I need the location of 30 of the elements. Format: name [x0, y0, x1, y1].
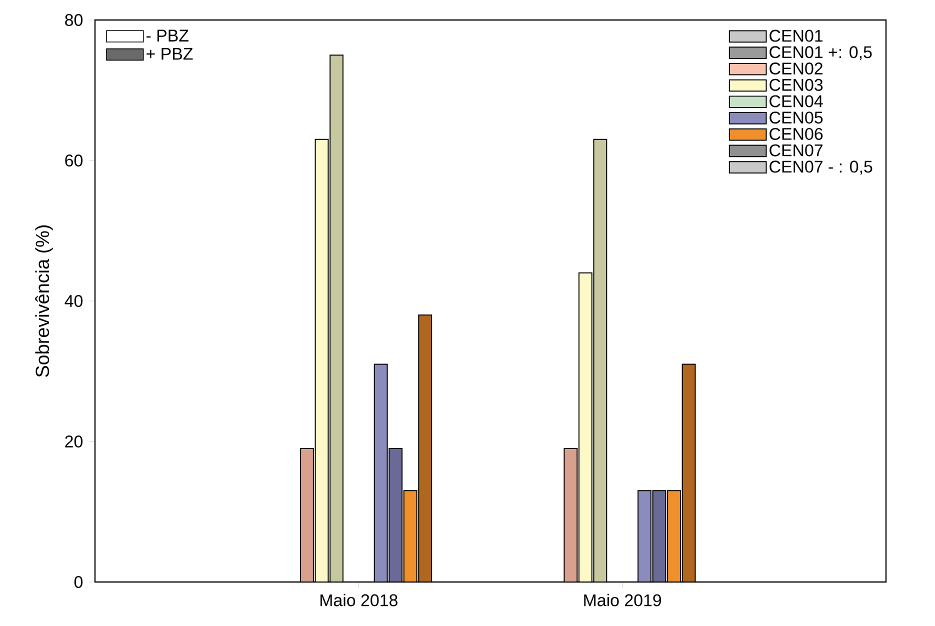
legend-label: CEN02	[770, 62, 822, 75]
bar	[300, 448, 314, 582]
legend-label: + PBZ	[146, 48, 193, 60]
bar	[638, 490, 652, 582]
bar	[578, 272, 592, 582]
legend-label: CEN05	[770, 112, 823, 124]
bar	[564, 448, 578, 582]
bar	[330, 54, 344, 582]
y-tick-label: 40	[64, 295, 83, 308]
legend-label: - PBZ	[146, 30, 188, 42]
y-tick-label: 20	[65, 436, 83, 448]
y-tick-label: 60	[65, 154, 83, 167]
y-axis-title: Sobrevivência (%)	[35, 225, 53, 377]
x-tick-label: Maio 2019	[584, 594, 662, 606]
bar	[418, 314, 432, 582]
legend-label: CEN04	[770, 95, 823, 108]
legend-label: CEN01 +: 0,5	[770, 46, 872, 60]
legend-label: CEN07	[770, 144, 822, 156]
legend-label: CEN06	[770, 128, 823, 140]
legend-label: CEN03	[770, 78, 823, 91]
bar	[667, 490, 681, 582]
x-tick-label: Maio 2018	[320, 594, 398, 606]
y-tick-label: 80	[65, 14, 83, 26]
bar	[403, 490, 418, 582]
legend-label: CEN07 - : 0,5	[770, 160, 872, 175]
bar	[593, 138, 608, 582]
bar	[388, 448, 403, 582]
bar	[374, 364, 388, 582]
y-tick-label: 0	[74, 576, 83, 588]
legend-label: CEN01	[770, 30, 823, 42]
